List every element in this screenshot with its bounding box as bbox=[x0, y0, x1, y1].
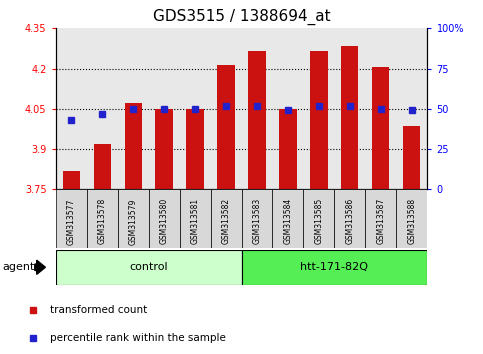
Bar bbox=[217, 64, 235, 189]
Bar bbox=[86, 189, 117, 248]
Bar bbox=[366, 189, 397, 248]
Bar bbox=[334, 189, 366, 248]
Text: GSM313580: GSM313580 bbox=[159, 198, 169, 244]
Bar bbox=[242, 189, 272, 248]
Bar bbox=[272, 189, 303, 248]
Bar bbox=[303, 189, 334, 248]
Text: GSM313581: GSM313581 bbox=[190, 198, 199, 244]
Bar bbox=[62, 171, 80, 189]
Bar bbox=[180, 189, 211, 248]
Text: GSM313582: GSM313582 bbox=[222, 198, 230, 244]
Text: GSM313587: GSM313587 bbox=[376, 198, 385, 244]
Bar bbox=[56, 250, 242, 285]
Bar bbox=[186, 109, 203, 189]
Bar bbox=[280, 109, 297, 189]
Text: GSM313577: GSM313577 bbox=[67, 198, 75, 245]
Bar bbox=[211, 189, 242, 248]
Text: GDS3515 / 1388694_at: GDS3515 / 1388694_at bbox=[153, 9, 330, 25]
Bar bbox=[149, 189, 180, 248]
Bar bbox=[397, 189, 427, 248]
Bar bbox=[125, 103, 142, 189]
Bar bbox=[156, 109, 172, 189]
Text: transformed count: transformed count bbox=[50, 305, 148, 315]
Text: GSM313584: GSM313584 bbox=[284, 198, 293, 244]
Bar bbox=[311, 51, 327, 189]
Text: percentile rank within the sample: percentile rank within the sample bbox=[50, 333, 227, 343]
Bar bbox=[403, 126, 421, 189]
Bar bbox=[94, 144, 111, 189]
Bar bbox=[56, 189, 86, 248]
Bar bbox=[242, 250, 427, 285]
Text: agent: agent bbox=[2, 262, 35, 272]
Text: GSM313588: GSM313588 bbox=[408, 198, 416, 244]
Text: htt-171-82Q: htt-171-82Q bbox=[300, 262, 369, 272]
Bar bbox=[372, 67, 389, 189]
Text: GSM313579: GSM313579 bbox=[128, 198, 138, 245]
Text: GSM313578: GSM313578 bbox=[98, 198, 107, 244]
Bar bbox=[248, 51, 266, 189]
Text: GSM313586: GSM313586 bbox=[345, 198, 355, 244]
Text: GSM313583: GSM313583 bbox=[253, 198, 261, 244]
Text: control: control bbox=[129, 262, 168, 272]
Text: GSM313585: GSM313585 bbox=[314, 198, 324, 244]
Bar bbox=[117, 189, 149, 248]
Bar bbox=[341, 46, 358, 189]
